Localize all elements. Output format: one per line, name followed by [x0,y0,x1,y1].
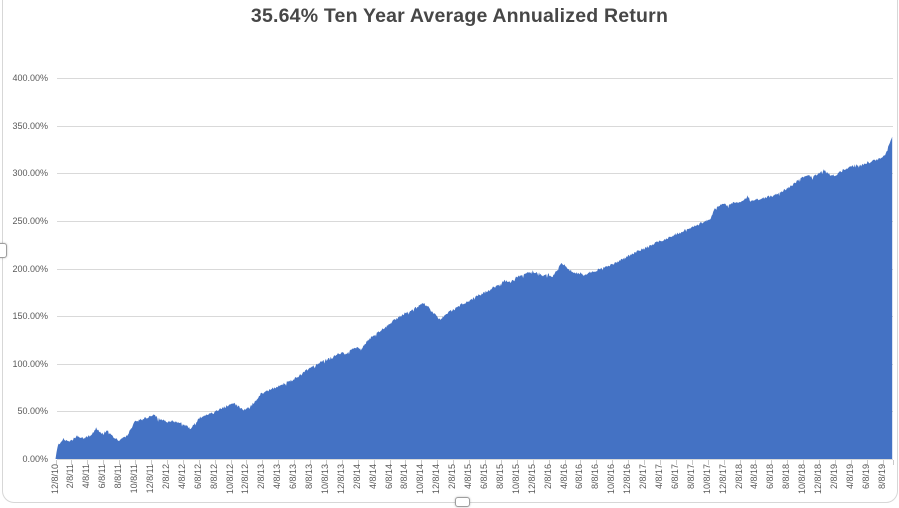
x-axis-tick [150,460,152,465]
y-axis-label: 300.00% [12,168,48,179]
return-area-shape[interactable] [55,136,893,459]
x-axis-tick [71,460,73,465]
x-axis-tick [262,460,264,465]
y-axis-label: 0.00% [22,454,48,464]
x-axis-tick [500,460,502,465]
x-axis-tick [644,460,645,465]
x-axis-tick [389,460,391,465]
chart-resize-handle-bottom[interactable] [455,497,470,507]
x-axis-tick [580,460,582,465]
x-axis-tick [516,460,518,465]
x-axis-tick [819,460,820,465]
x-axis-tick [850,460,852,465]
x-axis-tick [103,460,105,465]
gridline-200 [57,268,893,270]
x-axis-tick [357,460,359,465]
gridline-250 [57,220,893,222]
x-axis-tick [787,460,789,465]
y-axis-label: 50.00% [17,406,48,417]
chart-resize-handle-left[interactable] [0,243,7,258]
x-axis-tick [739,460,741,465]
x-axis-tick [310,460,311,465]
x-axis-tick [198,460,200,465]
gridline-400 [57,78,893,79]
y-axis-label: 350.00% [12,120,48,131]
x-axis-tick [166,460,168,465]
x-axis-tick [596,460,598,465]
x-axis-tick [564,460,566,465]
x-axis-tick [893,460,894,465]
x-axis-tick [707,460,709,465]
gridline-300 [57,173,893,175]
x-axis-tick [485,460,486,465]
x-axis-tick [87,460,89,465]
x-axis-tick [341,460,343,465]
y-axis-label: 150.00% [12,311,48,322]
x-axis-tick [755,460,757,465]
x-axis-tick [214,460,216,465]
x-axis-tick [325,460,327,465]
x-axis-tick [278,460,280,465]
x-axis-tick [421,460,423,465]
x-axis-tick [691,460,693,465]
x-axis-tick [135,460,136,465]
x-axis-tick [246,460,248,465]
x-axis-tick [55,460,57,465]
x-axis-tick [659,460,661,465]
x-axis-tick [182,460,184,465]
x-axis-tick [373,460,375,465]
x-axis-tick [405,460,407,465]
gridline-0 [57,459,893,460]
y-axis-label: 400.00% [12,73,48,83]
y-axis-label: 200.00% [12,263,48,274]
x-axis-tick [469,460,471,465]
y-axis-label: 100.00% [12,358,48,369]
x-axis-tick [834,460,836,465]
x-axis-tick [882,460,884,465]
x-axis-tick [628,460,630,465]
x-axis-tick [230,460,232,465]
chart-title[interactable]: 35.64% Ten Year Average Annualized Retur… [250,5,669,27]
x-axis-tick [532,460,534,465]
y-axis-label: 250.00% [12,215,48,226]
x-axis-tick [771,460,773,465]
gridline-350 [57,125,893,127]
x-axis-tick [453,460,455,465]
x-axis-tick [675,460,677,465]
x-axis-tick [119,460,121,465]
x-axis-tick [866,460,868,465]
x-axis-tick [548,460,550,465]
x-axis-tick [723,460,725,465]
x-axis-tick [294,460,296,465]
x-axis-tick [437,460,439,465]
x-axis-tick [803,460,805,465]
x-axis-tick [612,460,614,465]
